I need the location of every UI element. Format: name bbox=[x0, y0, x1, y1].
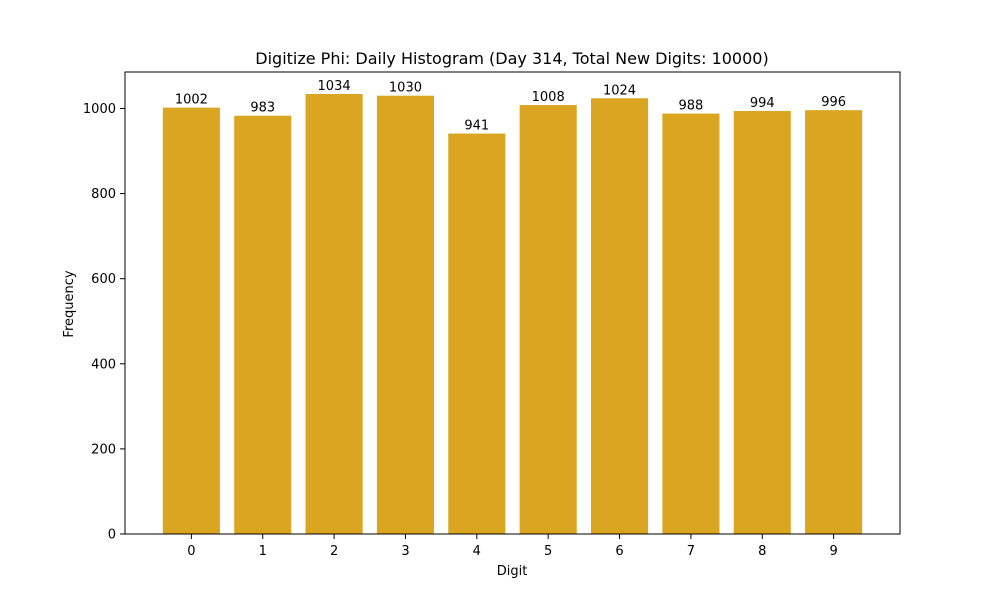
y-tick-label: 800 bbox=[91, 187, 116, 202]
bar-value-label: 1002 bbox=[175, 93, 208, 108]
x-axis-title: Digit bbox=[497, 564, 528, 579]
bar-digit-8 bbox=[733, 111, 791, 535]
bar-value-label: 1034 bbox=[318, 79, 351, 94]
x-tick-label: 8 bbox=[758, 544, 766, 559]
x-tick-label: 6 bbox=[615, 544, 623, 559]
bar-value-label: 941 bbox=[464, 119, 489, 134]
bar-digit-6 bbox=[591, 98, 649, 534]
plot-area: 1002 983 1034 1030 941 1008 1024 988 994 996 0 1 2 3 4… bbox=[83, 71, 901, 559]
bar-value-label: 1024 bbox=[603, 83, 636, 98]
bar-value-label: 988 bbox=[678, 99, 703, 114]
y-tick-label: 400 bbox=[91, 357, 116, 372]
bar-value-label: 994 bbox=[750, 96, 775, 111]
bar-digit-7 bbox=[662, 113, 720, 534]
x-tick-label: 7 bbox=[687, 544, 695, 559]
bar-digit-1 bbox=[234, 115, 292, 534]
bar-digit-3 bbox=[376, 95, 434, 534]
plot-frame bbox=[124, 71, 901, 535]
y-tick-label: 600 bbox=[91, 272, 116, 287]
bar-digit-5 bbox=[519, 105, 577, 534]
bar-digit-2 bbox=[305, 94, 363, 534]
x-tick-label: 9 bbox=[829, 544, 837, 559]
x-tick-label: 4 bbox=[473, 544, 481, 559]
bar-digit-4 bbox=[448, 133, 506, 534]
y-axis-title: Frequency bbox=[62, 270, 77, 337]
y-tick-label: 0 bbox=[108, 528, 116, 543]
bar-value-label: 1008 bbox=[532, 90, 565, 105]
x-tick-label: 1 bbox=[259, 544, 267, 559]
x-tick-label: 3 bbox=[401, 544, 409, 559]
x-tick-label: 5 bbox=[544, 544, 552, 559]
bar-digit-0 bbox=[162, 107, 220, 535]
y-tick-label: 1000 bbox=[83, 102, 116, 117]
bar-value-label: 1030 bbox=[389, 81, 422, 96]
chart-title: Digitize Phi: Daily Histogram (Day 314, … bbox=[255, 49, 768, 68]
x-tick-label: 2 bbox=[330, 544, 338, 559]
bar-value-label: 983 bbox=[250, 101, 275, 116]
bar-value-label: 996 bbox=[821, 95, 846, 110]
bar-digit-9 bbox=[805, 110, 863, 535]
y-tick-label: 200 bbox=[91, 442, 116, 457]
x-tick-label: 0 bbox=[187, 544, 195, 559]
